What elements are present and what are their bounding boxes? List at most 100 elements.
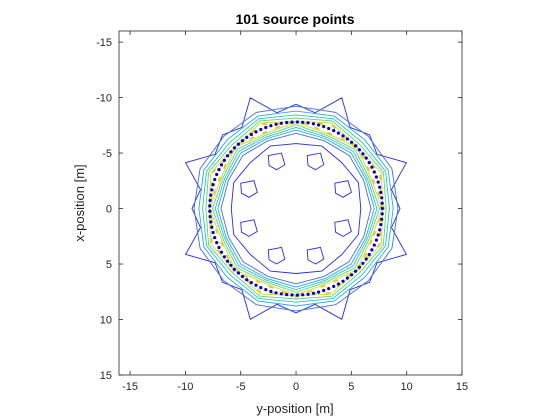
y-tick-label: -10	[96, 93, 112, 105]
source-point	[208, 209, 212, 213]
source-point	[210, 188, 214, 192]
source-point	[249, 281, 253, 285]
source-point	[274, 122, 278, 126]
y-tick-label: -5	[102, 148, 112, 160]
source-point	[370, 165, 374, 169]
contour-ring-inner-1	[220, 132, 372, 285]
contour-ring-inner-4	[212, 124, 381, 293]
source-point	[225, 259, 230, 263]
y-tick-label: 0	[106, 204, 112, 216]
source-point	[336, 131, 340, 135]
source-point	[213, 236, 217, 240]
source-point	[210, 225, 214, 229]
source-point	[354, 144, 358, 148]
source-point	[264, 288, 268, 292]
source-point	[295, 293, 299, 297]
contour-ring-inner-2	[217, 129, 375, 288]
source-point	[372, 243, 376, 247]
contour-island	[267, 152, 286, 171]
x-axis-ticks: -15 -10 -5 0 5 10 15	[122, 31, 468, 393]
contour-island	[240, 219, 258, 237]
source-point	[215, 241, 219, 245]
source-point	[345, 137, 349, 141]
source-point	[254, 283, 258, 287]
source-point	[350, 140, 354, 144]
source-point	[380, 196, 384, 200]
source-point	[374, 238, 378, 242]
source-point	[376, 233, 380, 237]
source-point	[245, 278, 249, 282]
contour-island	[267, 246, 286, 265]
source-point	[322, 125, 326, 129]
contour-island	[240, 180, 258, 198]
contour-outer-0	[184, 97, 408, 320]
source-point	[264, 125, 268, 130]
contour-inner-0	[230, 143, 362, 274]
source-point	[254, 130, 258, 134]
source-point	[327, 287, 331, 291]
y-tick-label: 10	[100, 315, 112, 327]
y-axis-ticks: -15 -10 -5 0 5 10 15	[96, 37, 462, 382]
source-point	[380, 217, 384, 221]
source-point	[236, 142, 240, 146]
x-tick-label: 15	[456, 381, 468, 393]
source-point	[229, 263, 233, 267]
contour-island	[334, 180, 352, 198]
source-point	[209, 220, 213, 224]
source-point	[217, 168, 221, 172]
source-point	[279, 121, 283, 125]
source-point	[301, 120, 305, 124]
contour-ring-inner-6	[206, 119, 386, 298]
plot-area	[119, 31, 462, 375]
source-point	[208, 204, 212, 208]
source-point	[208, 198, 212, 203]
contour-island	[334, 219, 352, 237]
source-point	[345, 276, 349, 280]
source-point	[332, 284, 336, 288]
x-tick-label: 0	[293, 381, 299, 393]
source-point	[245, 135, 249, 139]
source-point	[208, 215, 212, 219]
source-point	[379, 190, 383, 195]
source-point	[380, 212, 384, 216]
x-tick-label: -5	[236, 381, 246, 393]
contour-ring-inner-3	[214, 126, 378, 291]
source-point	[222, 158, 226, 162]
source-point	[341, 279, 345, 283]
contour-ring-inner-5	[209, 121, 383, 296]
source-point	[317, 290, 321, 294]
source-point	[274, 291, 278, 295]
source-point	[341, 134, 345, 138]
source-point	[378, 228, 382, 232]
y-tick-label: -15	[96, 37, 112, 49]
source-point	[213, 177, 217, 182]
inner-contour-islands	[240, 152, 352, 265]
source-point	[236, 271, 240, 275]
source-points	[208, 120, 384, 297]
source-point	[364, 156, 368, 160]
source-point	[332, 129, 336, 133]
y-tick-label: 5	[106, 259, 112, 271]
source-point	[285, 120, 289, 125]
source-point	[217, 245, 221, 250]
contour-island	[306, 152, 325, 171]
source-point	[301, 293, 305, 297]
source-point	[361, 261, 365, 265]
source-point	[285, 293, 289, 297]
source-point	[357, 265, 361, 269]
source-point	[249, 132, 253, 137]
contour-ring-outer-1	[193, 105, 399, 312]
source-point	[364, 257, 368, 261]
source-point	[259, 286, 263, 290]
source-point	[269, 124, 273, 128]
source-point	[311, 291, 315, 295]
chart-title: 101 source points	[235, 11, 354, 27]
source-point	[290, 293, 294, 297]
x-tick-label: -15	[122, 381, 138, 393]
source-point	[215, 172, 219, 177]
source-point	[219, 163, 224, 167]
source-point	[361, 152, 365, 156]
source-point	[240, 274, 245, 279]
source-point	[374, 175, 378, 179]
